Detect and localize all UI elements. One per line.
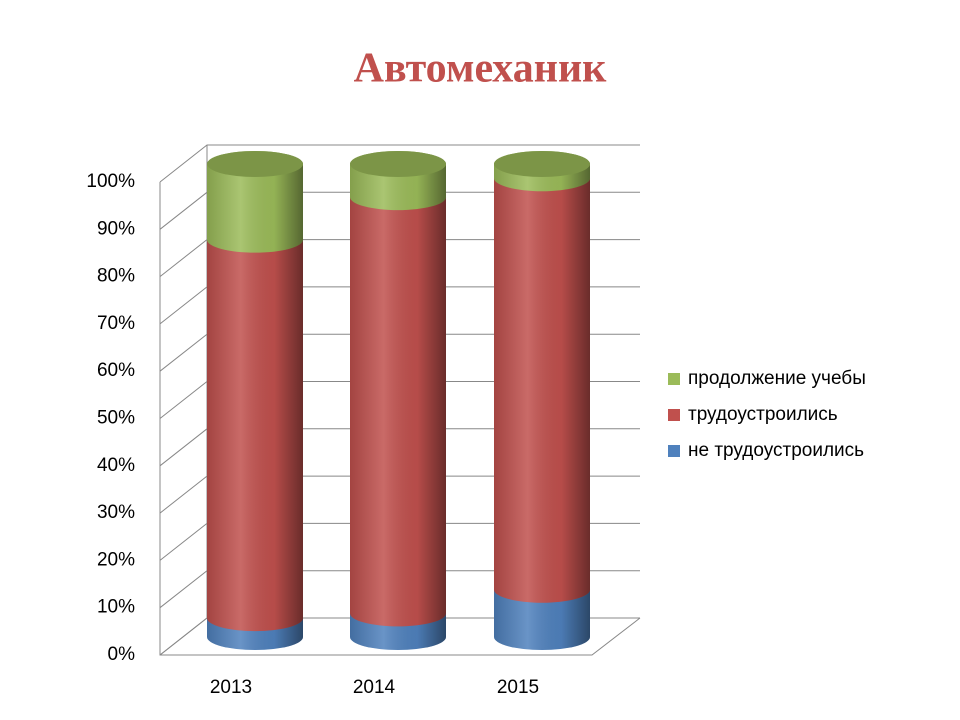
x-tick-label: 2014 [353, 677, 396, 698]
y-tick-label: 0% [108, 644, 136, 665]
legend-label: трудоустроились [688, 404, 838, 425]
chart-title: Автомеханик [354, 46, 607, 92]
legend-swatch [668, 445, 680, 457]
y-tick-label: 50% [97, 408, 135, 429]
y-tick-label: 30% [97, 502, 135, 523]
y-tick-label: 90% [97, 218, 135, 239]
y-tick-label: 40% [97, 455, 135, 476]
legend-label: не трудоустроились [688, 440, 864, 461]
cylinder-shade [207, 226, 303, 632]
cylinder-shade [494, 165, 590, 603]
y-tick-label: 70% [97, 313, 135, 334]
cylinder-top [350, 151, 446, 177]
cylinder-top-shade [494, 151, 590, 177]
cylinder-top [207, 151, 303, 177]
y-tick-label: 100% [86, 171, 135, 192]
x-tick-label: 2015 [497, 677, 539, 698]
legend: не трудоустроились трудоустроились продолж… [668, 368, 866, 461]
y-tick-label: 10% [97, 597, 135, 618]
plot: 2013 2014 2015 [207, 151, 590, 698]
legend-swatch [668, 373, 680, 385]
y-tick-label: 20% [97, 549, 135, 570]
cylinder-shade [350, 184, 446, 627]
cylinder-top-shade [207, 151, 303, 177]
cylinder-top-shade [350, 151, 446, 177]
y-tick-label: 60% [97, 360, 135, 381]
legend-swatch [668, 409, 680, 421]
y-tick-label: 80% [97, 266, 135, 287]
x-tick-label: 2013 [210, 677, 252, 698]
cylinder-top [494, 151, 590, 177]
legend-label: продолжение учебы [688, 368, 866, 389]
cylinder-shade [207, 151, 303, 253]
